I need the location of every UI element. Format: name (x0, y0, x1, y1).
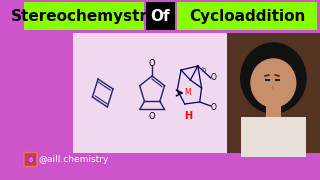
Text: @aill.chemistry: @aill.chemistry (38, 155, 109, 164)
FancyBboxPatch shape (177, 2, 317, 30)
Text: ◎: ◎ (28, 157, 33, 162)
Text: Stereochemystry: Stereochemystry (11, 8, 157, 24)
Circle shape (241, 43, 306, 113)
FancyBboxPatch shape (24, 152, 37, 167)
Text: h: h (201, 67, 206, 73)
Text: O: O (211, 73, 217, 82)
Text: Of: Of (151, 8, 170, 24)
FancyBboxPatch shape (24, 2, 144, 30)
Text: O: O (211, 102, 217, 111)
Text: O: O (149, 58, 156, 68)
FancyBboxPatch shape (241, 117, 306, 157)
Text: M: M (184, 87, 191, 96)
Text: Cycloaddition: Cycloaddition (189, 8, 306, 24)
FancyBboxPatch shape (146, 2, 175, 30)
Text: H: H (184, 111, 193, 121)
FancyBboxPatch shape (266, 105, 281, 117)
Text: O: O (149, 111, 156, 120)
FancyBboxPatch shape (73, 33, 227, 153)
FancyBboxPatch shape (227, 33, 320, 153)
Circle shape (251, 59, 296, 107)
